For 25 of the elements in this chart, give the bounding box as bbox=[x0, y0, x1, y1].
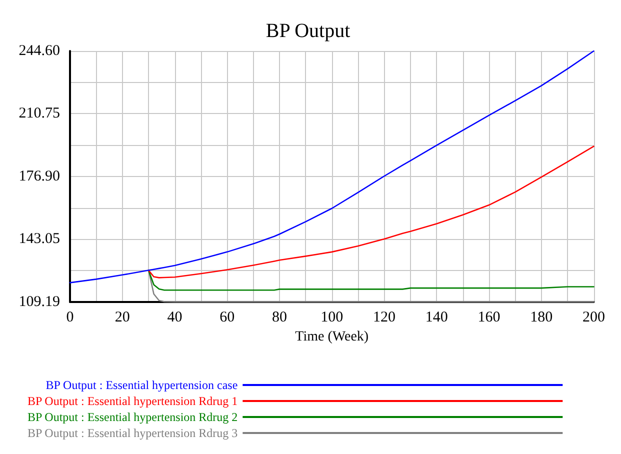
x-tick-label: 40 bbox=[167, 310, 182, 326]
line-series bbox=[148, 270, 594, 291]
x-axis-title: Time (Week) bbox=[295, 329, 369, 344]
x-tick-label: 100 bbox=[320, 310, 344, 326]
text: BP Output : Essential hypertension case bbox=[46, 378, 238, 392]
y-tick-label: 143.05 bbox=[18, 231, 60, 248]
y-tick-label: 244.60 bbox=[18, 43, 60, 59]
x-tick-label: 160 bbox=[478, 310, 500, 326]
chart-title: BP Output bbox=[266, 20, 351, 42]
x-tick-label: 140 bbox=[425, 310, 448, 326]
line-series bbox=[148, 146, 594, 278]
text: BP Output : Essential hypertension Rdrug 1 bbox=[27, 394, 238, 408]
x-tick-label: 0 bbox=[66, 310, 74, 326]
y-tick-label: 176.90 bbox=[18, 168, 60, 184]
y-tick-label: 109.19 bbox=[18, 294, 60, 310]
y-tick-label: 210.75 bbox=[18, 106, 60, 122]
x-tick-label: 200 bbox=[582, 310, 605, 326]
text: BP Output : Essential hypertension Rdrug 2 bbox=[27, 410, 238, 424]
x-tick-label: 20 bbox=[114, 310, 130, 326]
x-tick-label: 80 bbox=[272, 310, 287, 326]
x-tick-label: 120 bbox=[373, 310, 396, 326]
line-series bbox=[148, 270, 594, 302]
text: BP Output : Essential hypertension Rdrug 3 bbox=[27, 426, 238, 440]
x-tick-label: 60 bbox=[220, 310, 235, 326]
x-tick-label: 180 bbox=[530, 310, 553, 326]
